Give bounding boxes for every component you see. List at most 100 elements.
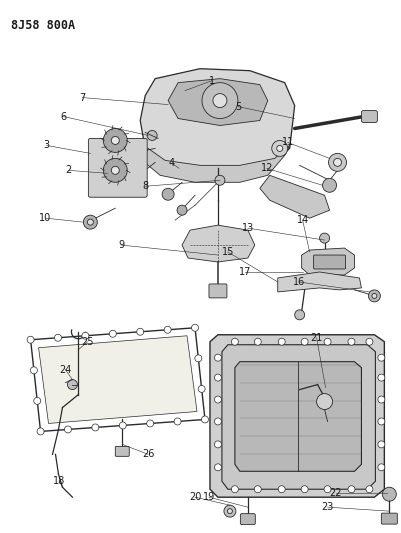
Circle shape <box>213 94 227 108</box>
Circle shape <box>369 290 381 302</box>
Circle shape <box>215 441 221 448</box>
Circle shape <box>192 324 198 332</box>
Circle shape <box>215 374 221 381</box>
Circle shape <box>378 464 385 471</box>
Circle shape <box>254 486 261 492</box>
Text: 14: 14 <box>296 215 309 225</box>
Text: 8J58 800A: 8J58 800A <box>11 19 75 32</box>
Text: 8: 8 <box>142 181 148 191</box>
Circle shape <box>215 418 221 425</box>
FancyBboxPatch shape <box>381 513 397 524</box>
Circle shape <box>37 428 44 435</box>
Circle shape <box>111 166 119 174</box>
Circle shape <box>301 338 308 345</box>
Circle shape <box>295 310 305 320</box>
Circle shape <box>67 379 77 390</box>
Circle shape <box>177 205 187 215</box>
Text: 12: 12 <box>261 163 273 173</box>
Text: 1: 1 <box>209 76 215 86</box>
Text: 22: 22 <box>329 488 342 498</box>
Circle shape <box>278 338 285 345</box>
Text: 11: 11 <box>282 138 294 148</box>
Circle shape <box>30 367 37 374</box>
Circle shape <box>224 505 236 517</box>
Circle shape <box>55 334 61 341</box>
Text: 21: 21 <box>310 333 323 343</box>
FancyBboxPatch shape <box>88 139 147 197</box>
Circle shape <box>83 215 97 229</box>
Text: 9: 9 <box>118 240 124 250</box>
Text: 23: 23 <box>321 502 334 512</box>
Text: 16: 16 <box>293 277 305 287</box>
Text: 26: 26 <box>142 449 154 459</box>
Circle shape <box>198 385 205 392</box>
Circle shape <box>103 128 127 152</box>
Circle shape <box>215 354 221 361</box>
Circle shape <box>301 486 308 492</box>
Polygon shape <box>222 345 375 489</box>
Circle shape <box>174 418 181 425</box>
Circle shape <box>34 398 41 405</box>
Circle shape <box>277 146 283 151</box>
Polygon shape <box>168 79 268 125</box>
Circle shape <box>147 420 154 427</box>
Circle shape <box>82 332 89 339</box>
Circle shape <box>111 136 119 144</box>
Text: 20: 20 <box>189 492 201 502</box>
Circle shape <box>348 486 355 492</box>
Circle shape <box>372 293 377 298</box>
Text: 2: 2 <box>65 165 72 175</box>
Text: 6: 6 <box>61 111 67 122</box>
Circle shape <box>202 83 238 118</box>
Circle shape <box>162 188 174 200</box>
FancyBboxPatch shape <box>240 514 255 524</box>
Circle shape <box>215 175 225 185</box>
Circle shape <box>27 336 34 343</box>
Circle shape <box>366 486 373 492</box>
Circle shape <box>317 393 332 409</box>
Circle shape <box>65 426 71 433</box>
Polygon shape <box>235 362 361 471</box>
Circle shape <box>378 354 385 361</box>
Circle shape <box>320 233 330 243</box>
Circle shape <box>137 328 144 335</box>
FancyBboxPatch shape <box>115 446 129 456</box>
Polygon shape <box>140 69 295 171</box>
Circle shape <box>322 179 336 192</box>
Circle shape <box>103 158 127 182</box>
Circle shape <box>109 330 116 337</box>
Circle shape <box>278 486 285 492</box>
Text: 18: 18 <box>53 477 66 486</box>
Circle shape <box>215 396 221 403</box>
Polygon shape <box>182 225 255 262</box>
Polygon shape <box>260 175 330 218</box>
Circle shape <box>348 338 355 345</box>
Circle shape <box>383 487 396 501</box>
Polygon shape <box>210 335 385 497</box>
Circle shape <box>227 508 233 514</box>
Text: 25: 25 <box>81 337 94 347</box>
Circle shape <box>378 418 385 425</box>
Polygon shape <box>302 248 354 275</box>
Text: 19: 19 <box>203 492 215 502</box>
Circle shape <box>366 338 373 345</box>
FancyBboxPatch shape <box>361 110 377 123</box>
FancyBboxPatch shape <box>314 255 346 269</box>
Polygon shape <box>38 336 197 423</box>
Circle shape <box>195 355 202 362</box>
Circle shape <box>164 326 171 333</box>
Circle shape <box>378 374 385 381</box>
Circle shape <box>231 486 238 492</box>
Circle shape <box>231 338 238 345</box>
Text: 13: 13 <box>242 223 254 233</box>
Circle shape <box>201 416 209 423</box>
Text: 10: 10 <box>39 213 52 223</box>
Circle shape <box>119 422 126 429</box>
Text: 5: 5 <box>235 102 241 111</box>
Polygon shape <box>278 272 361 292</box>
Circle shape <box>87 219 93 225</box>
Circle shape <box>334 158 342 166</box>
Text: 7: 7 <box>79 93 85 102</box>
Text: 24: 24 <box>59 365 72 375</box>
Text: 17: 17 <box>239 267 251 277</box>
